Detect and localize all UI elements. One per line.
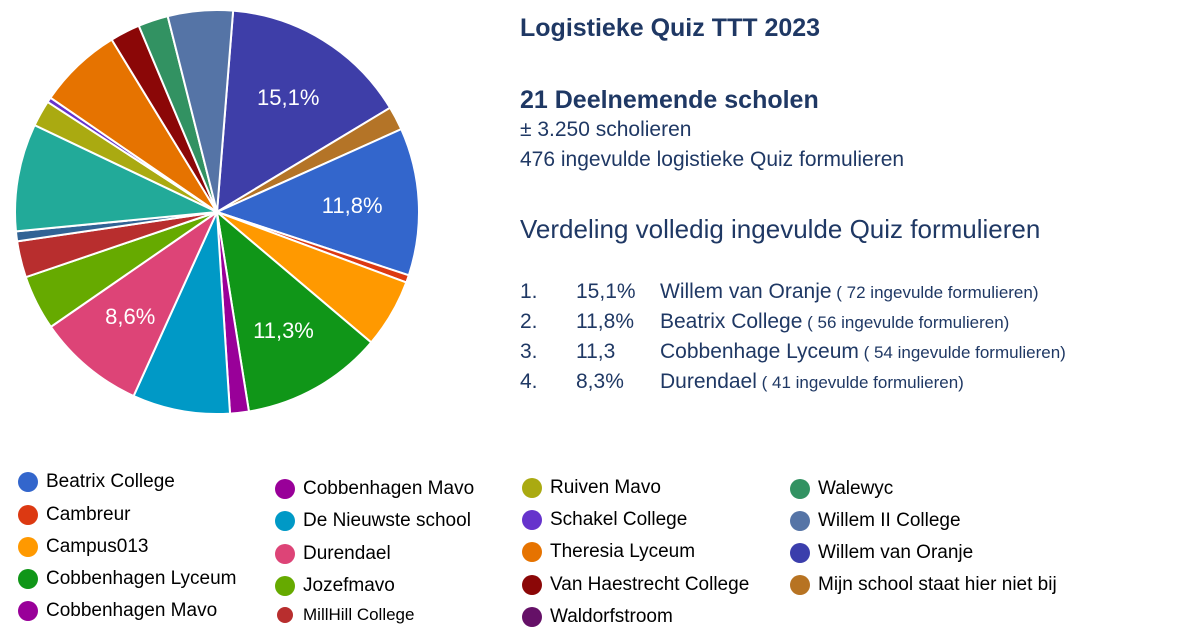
- quiz-title: Logistieke Quiz TTT 2023: [520, 14, 821, 42]
- legend-item-cobbenhagen-lyceum[interactable]: Cobbenhagen Lyceum: [18, 567, 237, 591]
- pie-slice-label: 11,8%: [322, 193, 383, 218]
- legend-label: Theresia Lyceum: [550, 541, 696, 562]
- rank-form-count: ( 56 ingevulde formulieren): [802, 313, 1010, 332]
- legend-label: Cobbenhagen Mavo: [46, 600, 218, 621]
- legend-item-cobbenhagen-mavo[interactable]: Cobbenhagen Mavo: [18, 599, 217, 623]
- rank-school: Beatrix College ( 56 ingevulde formulier…: [660, 310, 1009, 334]
- legend-label: Cobbenhagen Mavo: [303, 478, 475, 499]
- legend-item-cobbenhagen-mavo[interactable]: Cobbenhagen Mavo: [275, 477, 474, 501]
- legend-swatch: [790, 543, 810, 563]
- rank-number: 1.: [520, 280, 538, 303]
- rank-school-name: Durendael: [660, 370, 757, 393]
- pie-slice-label: 8,6%: [105, 304, 155, 329]
- legend-swatch: [790, 575, 810, 595]
- rank-number: 4.: [520, 370, 538, 393]
- legend-swatch: [18, 505, 38, 525]
- legend-item-ruiven-mavo[interactable]: Ruiven Mavo: [522, 476, 661, 500]
- legend-item-de-nieuwste-school[interactable]: De Nieuwste school: [275, 509, 471, 533]
- rank-form-count: ( 41 ingevulde formulieren): [756, 373, 964, 392]
- student-count: ± 3.250 scholieren: [520, 118, 692, 141]
- legend-item-beatrix-college[interactable]: Beatrix College: [18, 470, 175, 494]
- pie-slice: [215, 209, 373, 413]
- legend-label: Willem van Oranje: [818, 542, 974, 563]
- legend-swatch: [522, 575, 542, 595]
- pie-slice-label: 15,1%: [257, 85, 319, 110]
- rank-percentage: 8,3%: [576, 370, 624, 393]
- legend-label: Ruiven Mavo: [550, 477, 661, 498]
- rank-percentage: 15,1%: [576, 280, 636, 303]
- pie-slice: [49, 209, 220, 398]
- legend-item-durendael[interactable]: Durendael: [275, 542, 391, 566]
- pie-slice: [166, 9, 235, 213]
- legend-item-cambreur[interactable]: Cambreur: [18, 503, 130, 527]
- legend-label: Beatrix College: [46, 471, 175, 492]
- legend-swatch: [18, 472, 38, 492]
- pie-slice: [215, 9, 392, 214]
- legend-swatch: [522, 607, 542, 627]
- legend-swatch: [790, 479, 810, 499]
- legend-item-willem-van-oranje[interactable]: Willem van Oranje: [790, 541, 973, 565]
- rank-school: Durendael ( 41 ingevulde formulieren): [660, 370, 964, 394]
- legend-swatch: [275, 576, 295, 596]
- legend-item-willem-ii-college[interactable]: Willem II College: [790, 509, 961, 533]
- rank-number: 2.: [520, 310, 538, 333]
- legend-label: Durendael: [303, 543, 391, 564]
- legend-item-waldorfstroom[interactable]: Waldorfstroom: [522, 605, 673, 629]
- rank-form-count: ( 54 ingevulde formulieren): [858, 343, 1066, 362]
- rank-school-name: Cobbenhage Lyceum: [660, 340, 859, 363]
- rank-form-count: ( 72 ingevulde formulieren): [831, 283, 1039, 302]
- legend-label: Van Haestrecht College: [550, 574, 750, 595]
- pie-slice: [14, 123, 221, 233]
- legend-item-campus013[interactable]: Campus013: [18, 535, 148, 559]
- legend-label: Waldorfstroom: [550, 606, 673, 627]
- legend-item-millhill-college[interactable]: MillHill College: [277, 603, 414, 627]
- legend-swatch: [275, 479, 295, 499]
- legend-swatch: [277, 607, 293, 623]
- distribution-title: Verdeling volledig ingevulde Quiz formul…: [520, 214, 1041, 244]
- pie-chart: 15,1% 11,8% 11,3% 8,6%: [14, 9, 420, 415]
- legend-label: De Nieuwste school: [303, 510, 471, 531]
- form-count: 476 ingevulde logistieke Quiz formuliere…: [520, 148, 905, 171]
- legend-item-mijn-school-staat-hier-niet-bij[interactable]: Mijn school staat hier niet bij: [790, 573, 1057, 597]
- rank-percentage: 11,3: [576, 340, 616, 363]
- legend-swatch: [275, 544, 295, 564]
- legend-swatch: [522, 542, 542, 562]
- legend-swatch: [522, 510, 542, 530]
- legend-label: Walewyc: [818, 478, 894, 499]
- rank-number: 3.: [520, 340, 538, 363]
- rank-school: Willem van Oranje ( 72 ingevulde formuli…: [660, 280, 1039, 304]
- legend-label: Willem II College: [818, 510, 961, 531]
- legend-label: Cobbenhagen Lyceum: [46, 568, 237, 589]
- pie-slice-label: 11,3%: [253, 318, 314, 343]
- legend-item-schakel-college[interactable]: Schakel College: [522, 508, 687, 532]
- pie-slice: [132, 211, 232, 415]
- rank-percentage: 11,8%: [576, 310, 634, 333]
- legend-label: Campus013: [46, 536, 149, 557]
- legend-item-van-haestrecht-college[interactable]: Van Haestrecht College: [522, 573, 749, 597]
- legend-swatch: [522, 478, 542, 498]
- legend-label: MillHill College: [303, 605, 415, 624]
- pie-slice: [214, 127, 420, 277]
- legend-label: Cambreur: [46, 504, 131, 525]
- legend-swatch: [790, 511, 810, 531]
- legend-swatch: [275, 511, 295, 531]
- legend-swatch: [18, 537, 38, 557]
- legend-swatch: [18, 569, 38, 589]
- legend-label: Schakel College: [550, 509, 688, 530]
- legend-label: Mijn school staat hier niet bij: [818, 574, 1057, 595]
- rank-school-name: Willem van Oranje: [660, 280, 832, 303]
- legend-item-theresia-lyceum[interactable]: Theresia Lyceum: [522, 540, 695, 564]
- legend-item-walewyc[interactable]: Walewyc: [790, 477, 893, 501]
- legend-item-jozefmavo[interactable]: Jozefmavo: [275, 574, 395, 598]
- legend-label: Jozefmavo: [303, 575, 395, 596]
- rank-school: Cobbenhage Lyceum ( 54 ingevulde formuli…: [660, 340, 1066, 364]
- participating-schools: 21 Deelnemende scholen: [520, 86, 819, 114]
- legend-swatch: [18, 601, 38, 621]
- rank-school-name: Beatrix College: [660, 310, 803, 333]
